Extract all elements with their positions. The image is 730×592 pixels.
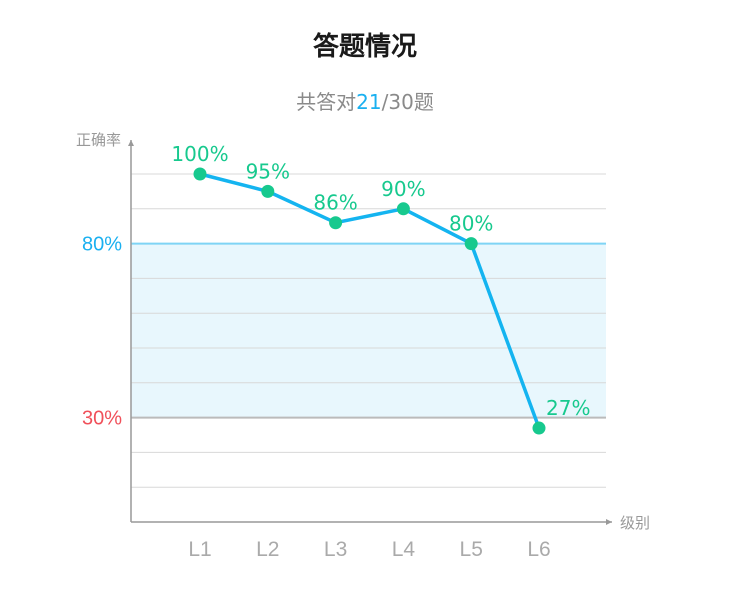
data-label: 90%: [381, 177, 425, 201]
x-axis-title: 级别: [620, 514, 650, 532]
y-axis-arrow: [128, 140, 134, 146]
subtitle-correct-count: 21: [356, 90, 382, 114]
subtitle-suffix: /30题: [381, 90, 434, 114]
series-line: [198, 172, 541, 430]
x-tick-label: L1: [188, 538, 211, 561]
x-tick-label: L5: [460, 538, 483, 561]
y-axis-title: 正确率: [76, 131, 121, 149]
data-label: 80%: [449, 212, 493, 236]
x-tick-label: L6: [527, 538, 550, 561]
chart-title: 答题情况: [312, 32, 417, 62]
subtitle-prefix: 共答对: [296, 90, 357, 114]
data-point: [464, 237, 478, 251]
data-label: 95%: [246, 159, 290, 183]
data-point: [329, 216, 343, 230]
data-point: [261, 184, 275, 198]
x-tick-label: L3: [324, 538, 347, 561]
x-tick-label: L2: [256, 538, 279, 561]
y-tick-label: 30%: [82, 408, 122, 430]
data-point: [532, 421, 546, 435]
y-tick-label: 80%: [82, 234, 122, 256]
chart-subtitle: 共答对21/30题: [0, 86, 730, 115]
data-point: [396, 202, 410, 216]
x-axis-arrow: [606, 519, 612, 525]
data-label: 100%: [171, 142, 228, 166]
threshold-band: [131, 243, 606, 418]
data-point: [193, 167, 207, 181]
data-label: 27%: [546, 396, 590, 420]
x-tick-label: L4: [392, 538, 416, 561]
data-label: 86%: [313, 191, 357, 215]
